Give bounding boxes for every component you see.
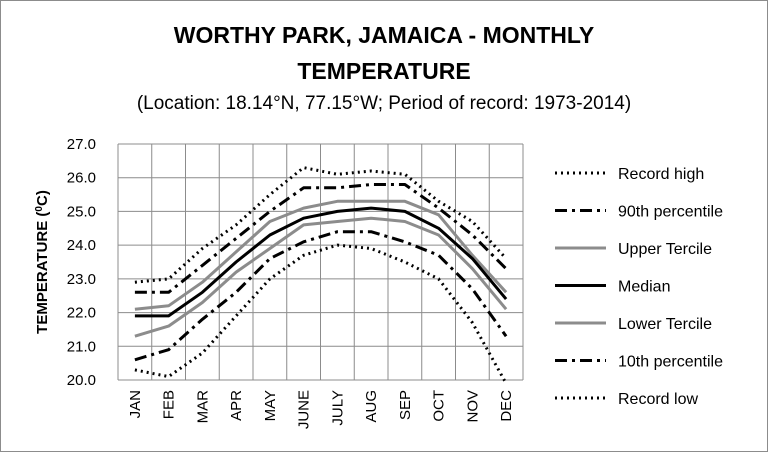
x-tick-label: MAY <box>262 390 279 421</box>
x-tick-label: FEB <box>161 390 178 419</box>
legend-label: 10th percentile <box>618 354 723 371</box>
x-tick-label: JUNE <box>296 390 313 429</box>
x-tick-label: MAR <box>194 390 211 424</box>
x-tick-label: JULY <box>329 390 346 426</box>
x-tick-label: AUG <box>363 390 380 423</box>
y-tick-label: 20.0 <box>67 372 96 389</box>
y-tick-label: 24.0 <box>67 237 96 254</box>
x-tick-label: NOV <box>464 390 481 423</box>
series-line <box>134 230 508 362</box>
series-line <box>134 199 508 311</box>
series-line <box>134 216 508 338</box>
legend-label: Record low <box>618 391 698 408</box>
legend: Record high 90th percentile Upper Tercile M… <box>555 166 723 408</box>
legend-label: 90th percentile <box>618 204 723 221</box>
legend-label: Upper Tercile <box>618 241 712 258</box>
series-line <box>134 183 508 294</box>
series-line <box>134 243 508 385</box>
x-tick-label: DEC <box>498 390 515 422</box>
y-tick-label: 21.0 <box>67 338 96 355</box>
chart-subtitle: (Location: 18.14°N, 77.15°W; Period of r… <box>136 93 632 114</box>
chart-title-line2: TEMPERATURE <box>297 58 471 84</box>
y-tick-label: 25.0 <box>67 203 96 220</box>
legend-label: Lower Tercile <box>618 316 712 333</box>
chart-title: WORTHY PARK, JAMAICA - MONTHLY <box>173 22 595 48</box>
series-line <box>134 166 508 284</box>
series-lines <box>134 166 508 385</box>
y-axis-ticks: 20.0 21.0 22.0 23.0 24.0 25.0 26.0 27.0 <box>67 136 96 389</box>
grid <box>117 143 524 381</box>
x-tick-label: SEP <box>397 390 414 420</box>
legend-label: Median <box>618 279 670 296</box>
x-tick-label: JAN <box>127 390 144 418</box>
x-tick-label: APR <box>228 390 245 421</box>
y-tick-label: 26.0 <box>67 170 96 187</box>
y-axis-label: TEMPERATURE (0C) <box>34 190 52 334</box>
legend-label: Record high <box>618 166 704 183</box>
x-axis-ticks: JAN FEB MAR APR MAY JUNE JULY AUG SEP OCT NOV DEC <box>127 390 515 429</box>
y-tick-label: 23.0 <box>67 271 96 288</box>
x-tick-label: OCT <box>431 390 448 422</box>
series-line <box>134 206 508 318</box>
y-tick-label: 22.0 <box>67 305 96 322</box>
y-tick-label: 27.0 <box>67 136 96 153</box>
